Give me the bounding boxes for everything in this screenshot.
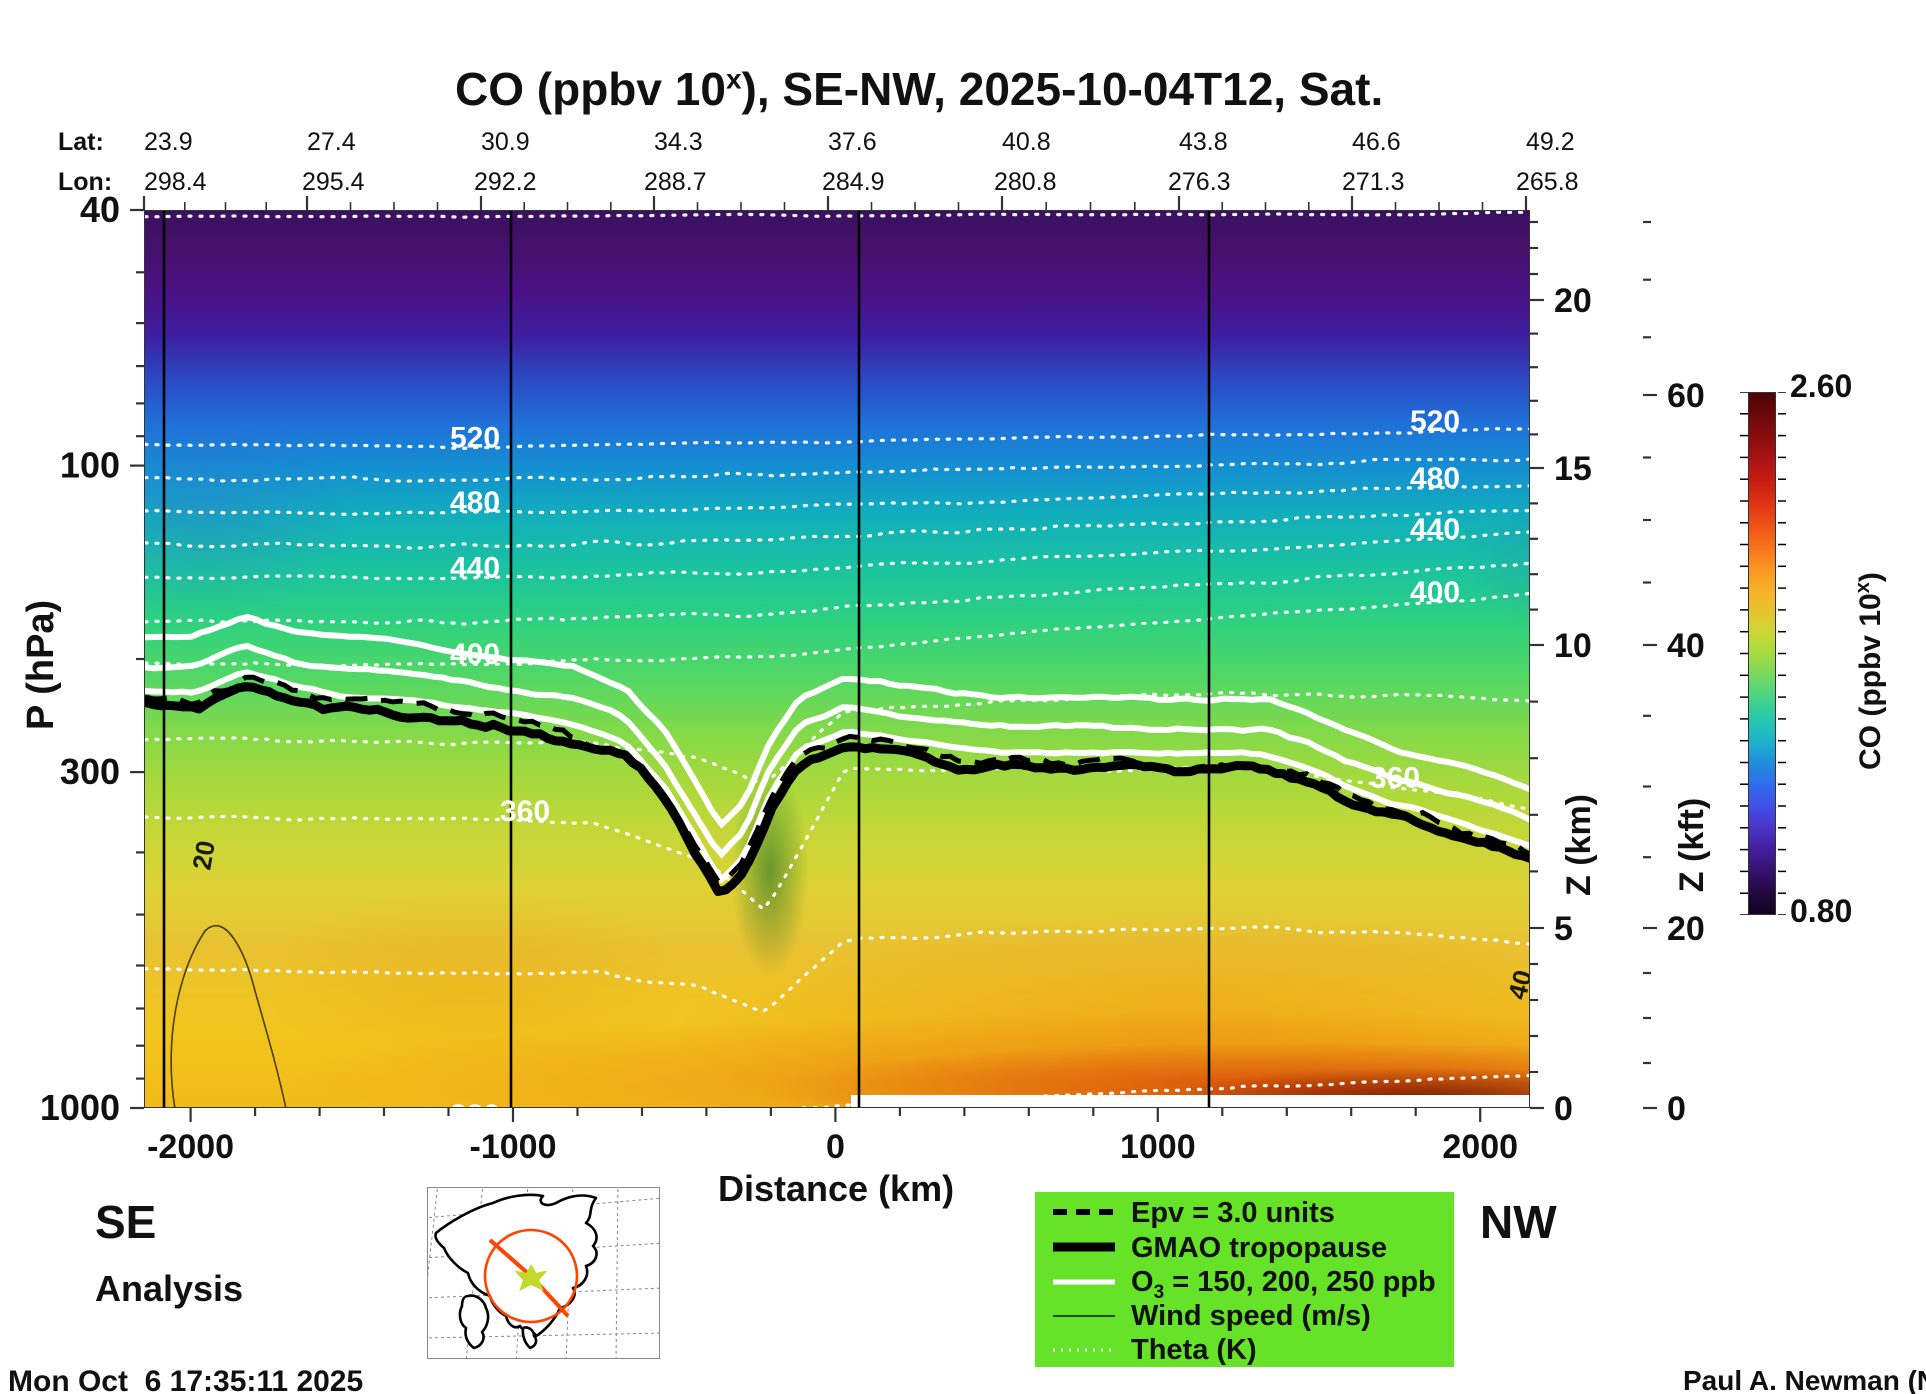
svg-text:Z (km): Z (km): [1560, 794, 1598, 896]
svg-text:Z (kft): Z (kft): [1673, 798, 1711, 892]
svg-text:-2000: -2000: [147, 1128, 234, 1166]
svg-text:0: 0: [1554, 1090, 1573, 1128]
svg-text:-1000: -1000: [470, 1128, 557, 1166]
svg-text:15: 15: [1554, 450, 1592, 488]
svg-text:2000: 2000: [1442, 1128, 1518, 1166]
svg-text:1000: 1000: [1120, 1128, 1196, 1166]
svg-text:0: 0: [1667, 1090, 1686, 1128]
svg-text:100: 100: [60, 445, 120, 486]
svg-text:60: 60: [1667, 377, 1705, 415]
svg-text:20: 20: [1667, 910, 1705, 948]
svg-text:10: 10: [1554, 627, 1592, 665]
svg-text:0: 0: [826, 1128, 845, 1166]
svg-text:40: 40: [80, 189, 120, 230]
svg-text:20: 20: [1554, 282, 1592, 320]
svg-text:1000: 1000: [40, 1087, 120, 1128]
svg-text:5: 5: [1554, 910, 1573, 948]
svg-text:40: 40: [1667, 627, 1705, 665]
svg-text:300: 300: [60, 751, 120, 792]
